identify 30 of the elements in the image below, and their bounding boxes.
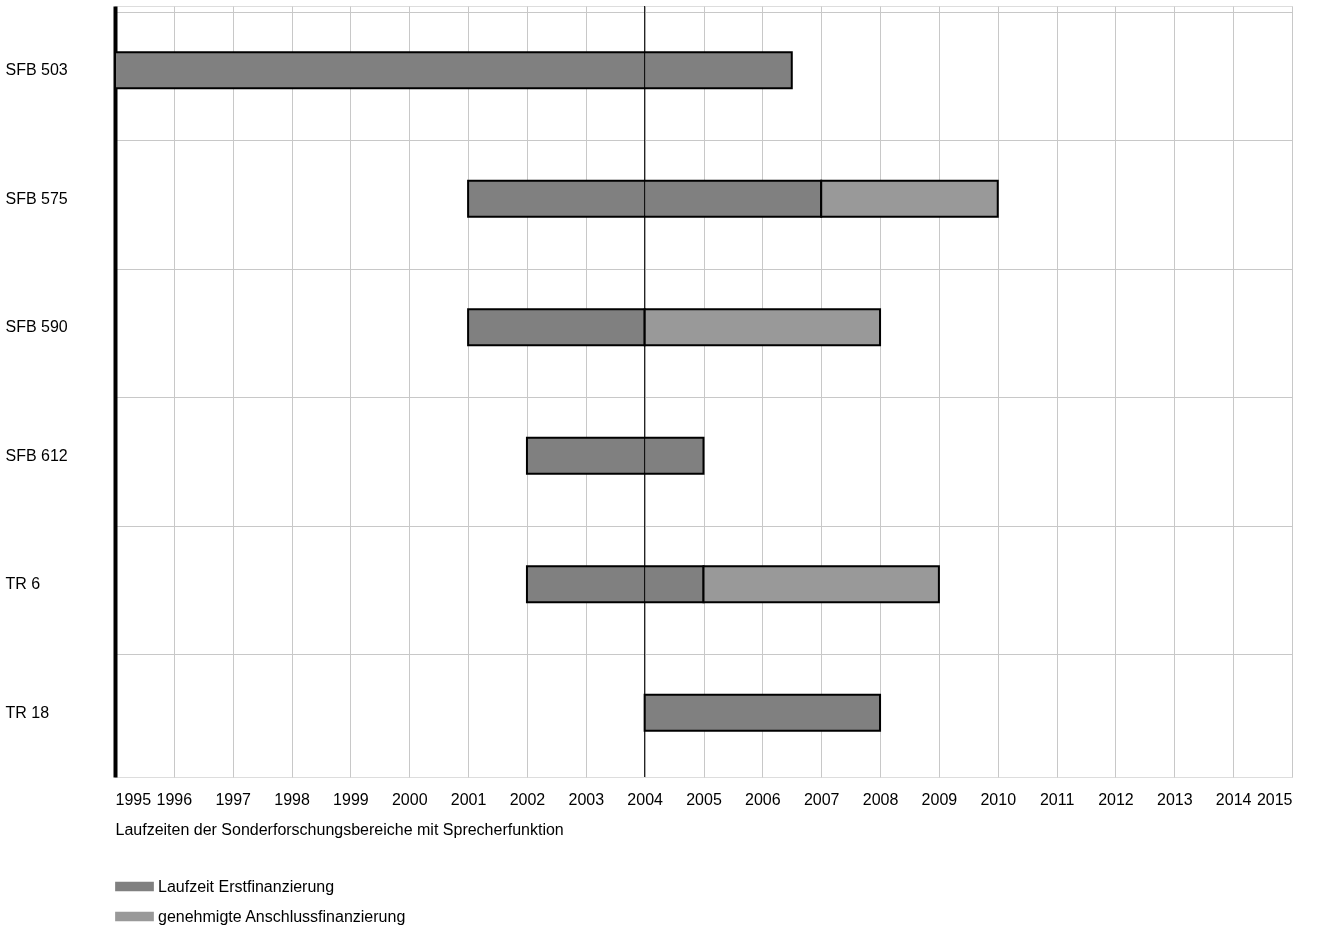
x-tick-label: 2003 xyxy=(568,790,605,808)
x-tick-label: 2010 xyxy=(980,790,1017,808)
y-tick-label: SFB 590 xyxy=(5,318,68,336)
y-tick-label: SFB 612 xyxy=(5,446,68,464)
x-tick-label: 2014 xyxy=(1215,790,1252,808)
x-tick-label: 2007 xyxy=(803,790,840,808)
x-tick-label: 2000 xyxy=(391,790,428,808)
x-tick-label: 1996 xyxy=(156,790,193,808)
x-tick-label: 2008 xyxy=(862,790,899,808)
y-tick-label: SFB 503 xyxy=(5,61,68,79)
legend-label: genehmigte Anschlussfinanzierung xyxy=(158,907,406,925)
x-tick-label: 1997 xyxy=(215,790,252,808)
y-tick-label: SFB 575 xyxy=(5,189,68,207)
x-tick-label: 2005 xyxy=(686,790,722,808)
x-tick-label: 2006 xyxy=(745,790,781,808)
x-tick-label: 1999 xyxy=(333,790,369,808)
x-tick-label: 2002 xyxy=(509,790,546,808)
x-tick-label: 2013 xyxy=(1157,790,1193,808)
x-tick-label: 2004 xyxy=(627,790,664,808)
x-tick-label: 2012 xyxy=(1098,790,1134,808)
legend-label: Laufzeit Erstfinanzierung xyxy=(158,877,335,895)
y-tick-label: TR 18 xyxy=(5,703,50,721)
y-tick-label: TR 6 xyxy=(5,575,41,593)
x-tick-label: 2001 xyxy=(450,790,487,808)
x-tick-label: 2009 xyxy=(921,790,958,808)
x-tick-label: 1995 xyxy=(115,790,152,808)
x-tick-label: 2015 xyxy=(1256,790,1293,808)
x-tick-label: 2011 xyxy=(1039,790,1075,808)
x-axis-title: Laufzeiten der Sonderforschungsbereiche mit Sprecherfunktion xyxy=(115,820,564,838)
x-tick-label: 1998 xyxy=(274,790,310,808)
